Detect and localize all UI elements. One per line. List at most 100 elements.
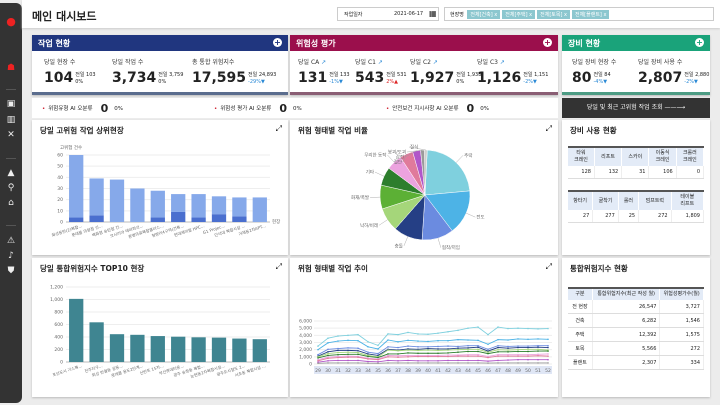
monitor-icon[interactable]: ▣ xyxy=(6,99,16,109)
table-cell: 277 xyxy=(592,210,619,223)
series-line[interactable] xyxy=(317,338,549,351)
ai-pct: 0% xyxy=(480,106,489,112)
table-cell: 334 xyxy=(659,355,704,370)
data-point xyxy=(407,362,409,364)
bar-segment[interactable] xyxy=(211,196,227,215)
bar[interactable] xyxy=(89,322,104,362)
table-row: 27 277 25 272 1,809 xyxy=(568,210,705,223)
data-point xyxy=(517,327,519,329)
bar[interactable] xyxy=(150,336,165,362)
recent-high-risk-button[interactable]: 당일 및 최근 고위험 작업 조회 ——⟶ xyxy=(562,98,710,118)
bar-segment[interactable] xyxy=(171,194,186,212)
external-link-icon[interactable]: ↗ xyxy=(375,59,383,66)
external-link-icon[interactable]: ↗ xyxy=(319,59,327,66)
label-leader xyxy=(466,212,476,218)
bar-segment[interactable] xyxy=(89,178,104,216)
kpi-compare: 전일 84 -4%▼ xyxy=(593,72,610,86)
site-tag[interactable]: 전체[플랜트] x xyxy=(571,10,610,19)
plus-icon[interactable]: + xyxy=(273,38,282,47)
bar-segment[interactable] xyxy=(69,155,84,218)
ai-count: 0 xyxy=(466,102,475,115)
table-cell: 26,547 xyxy=(592,300,661,314)
bar-segment[interactable] xyxy=(232,216,247,222)
site-filter[interactable]: 현장명 전체[건축] x 전체[주택] x 전체[토목] x 전체[플랜트] x xyxy=(444,7,714,21)
y-tick-label: 1,000 xyxy=(299,354,312,360)
card-header: 장비 현황 + xyxy=(562,35,710,51)
series-line[interactable] xyxy=(317,346,549,357)
data-point xyxy=(527,338,529,341)
external-link-icon[interactable]: ↗ xyxy=(430,59,438,66)
bar[interactable] xyxy=(109,334,125,362)
bar-segment[interactable] xyxy=(191,194,206,218)
data-point xyxy=(507,339,509,341)
kpi-value: 2,807 xyxy=(638,70,683,86)
bar-segment[interactable] xyxy=(130,188,145,223)
series-line[interactable] xyxy=(317,359,548,363)
bar-segment[interactable] xyxy=(109,179,125,222)
data-point xyxy=(397,362,399,364)
shield-icon[interactable]: ⛊ xyxy=(7,266,15,276)
x-tick-label: 35 xyxy=(375,368,381,374)
warning-icon[interactable]: ⚠ xyxy=(6,236,16,246)
bar[interactable] xyxy=(232,338,247,362)
series-line[interactable] xyxy=(317,345,548,356)
bar[interactable] xyxy=(69,298,84,362)
data-point xyxy=(417,333,419,335)
bar[interactable] xyxy=(211,337,227,362)
helmet-icon[interactable]: ☗ xyxy=(6,63,16,73)
expand-icon[interactable]: ⤢ xyxy=(275,262,282,271)
equipment-icon[interactable]: ▲ xyxy=(7,168,15,178)
expand-icon[interactable]: ⤢ xyxy=(275,124,282,133)
pie-slice[interactable] xyxy=(424,190,471,232)
plus-icon[interactable]: + xyxy=(695,38,704,47)
bar-segment[interactable] xyxy=(150,190,165,218)
building-icon[interactable]: ⌂ xyxy=(8,198,14,208)
data-point xyxy=(517,353,519,356)
chart-icon[interactable]: ▥ xyxy=(6,115,16,125)
data-point xyxy=(547,350,549,352)
bar[interactable] xyxy=(130,334,145,362)
bar-segment[interactable] xyxy=(69,217,84,222)
bar-segment[interactable] xyxy=(150,217,165,222)
series-line[interactable] xyxy=(317,355,549,362)
data-point xyxy=(477,353,479,356)
bar-segment[interactable] xyxy=(89,215,104,222)
bell-icon[interactable]: ♪ xyxy=(8,251,14,261)
bar[interactable] xyxy=(252,339,267,362)
table-cell: 31 xyxy=(621,166,650,179)
site-tag[interactable]: 전체[주택] x xyxy=(502,10,536,19)
site-tag[interactable]: 전체[토목] x xyxy=(537,10,570,19)
bar-segment[interactable] xyxy=(191,217,206,222)
tools-icon[interactable]: ✕ xyxy=(7,130,15,140)
bar[interactable] xyxy=(171,336,186,362)
bar-segment[interactable] xyxy=(211,214,227,222)
data-point xyxy=(427,352,429,355)
bar[interactable] xyxy=(191,337,206,362)
data-point xyxy=(547,327,549,330)
search-icon[interactable]: ⚲ xyxy=(7,183,15,193)
data-point xyxy=(357,353,359,356)
site-tag[interactable]: 전체[건축] x xyxy=(467,10,501,19)
calendar-icon[interactable]: ▦ xyxy=(429,9,437,18)
expand-icon[interactable]: ⤢ xyxy=(545,124,552,133)
series-line[interactable] xyxy=(317,348,549,358)
bar-segment[interactable] xyxy=(171,211,186,222)
top10-chart: 0 200 400 600 800 1,000 1,200 포선도시 기스복... 진주지구..… xyxy=(50,285,270,379)
plus-icon[interactable]: + xyxy=(543,38,552,47)
bar-segment[interactable] xyxy=(252,197,267,222)
card-title: 위험성 평가 xyxy=(296,39,336,48)
expand-icon[interactable]: ⤢ xyxy=(545,262,552,271)
table-row: 주택 12,392 1,575 xyxy=(568,327,704,342)
external-link-icon[interactable]: ↗ xyxy=(497,59,505,66)
bar-segment[interactable] xyxy=(232,197,247,217)
date-picker[interactable]: 작업일자 2021-06-17 ▦ xyxy=(337,7,439,21)
data-point xyxy=(407,331,409,334)
series-line[interactable] xyxy=(317,353,549,361)
data-point xyxy=(477,326,479,328)
zoom-slider[interactable] xyxy=(314,366,552,374)
series-line[interactable] xyxy=(317,326,549,347)
data-point xyxy=(427,340,429,343)
series-line[interactable] xyxy=(317,350,548,359)
data-point xyxy=(427,362,429,364)
